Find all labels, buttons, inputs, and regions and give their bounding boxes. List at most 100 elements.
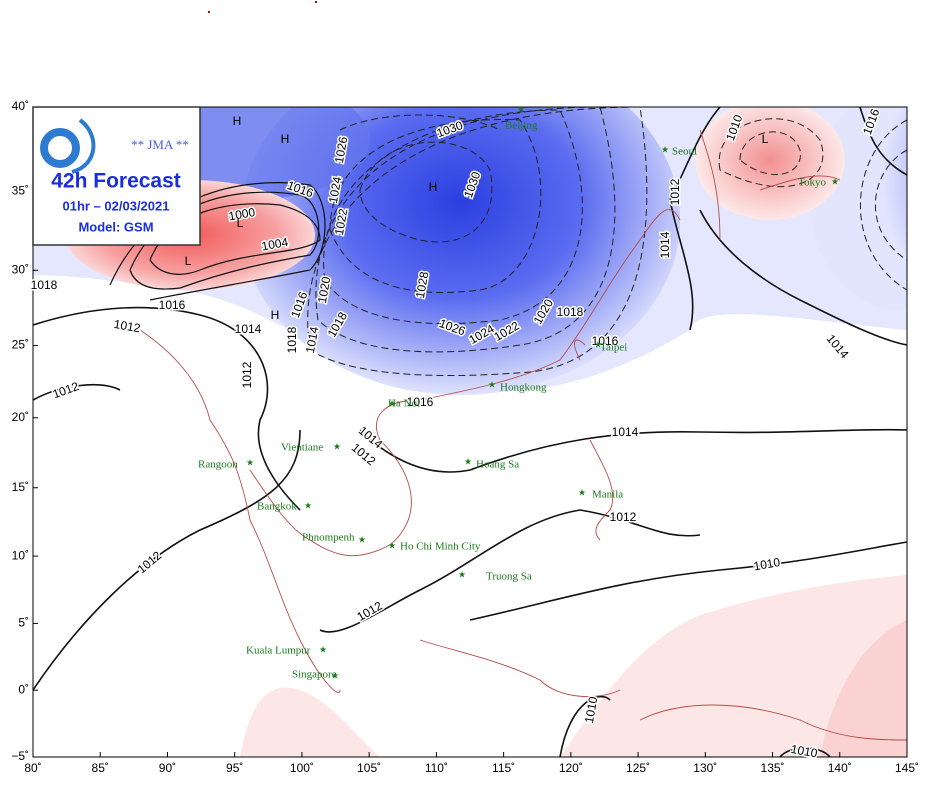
valid-time: 01hr – 02/03/2021 bbox=[63, 198, 170, 213]
city-star: ★ bbox=[831, 176, 839, 186]
lat-tick-label: 30˚ bbox=[12, 262, 29, 276]
isobar-label: 1026 bbox=[332, 135, 350, 164]
lon-tick-label: 115˚ bbox=[492, 761, 515, 775]
legend-box: ** JMA ** 42h Forecast 01hr – 02/03/2021… bbox=[32, 106, 201, 246]
lon-tick-label: 80˚ bbox=[24, 761, 41, 775]
lon-tick-label: 95˚ bbox=[226, 761, 243, 775]
isobar-label: 1000 bbox=[227, 205, 256, 223]
lon-tick-label: 105˚ bbox=[357, 761, 381, 775]
city-name: Manila bbox=[592, 489, 623, 501]
axes: 80˚ 85˚ 90˚ 95˚ 100˚ 105˚ 110˚ 115˚ 120˚ 125˚ 130˚… bbox=[11, 99, 919, 775]
lon-tick-label: 130˚ bbox=[693, 761, 717, 775]
city-star: ★ bbox=[388, 540, 396, 550]
coastlines bbox=[139, 129, 908, 741]
city-star: ★ bbox=[458, 569, 466, 579]
city-star: ★ bbox=[358, 534, 366, 544]
isobar-label: 1018 bbox=[557, 305, 584, 319]
model: Model: GSM bbox=[78, 219, 153, 234]
lat-tick-label: 25˚ bbox=[12, 338, 29, 352]
dot bbox=[315, 1, 317, 3]
city-star: ★ bbox=[488, 379, 496, 389]
agency: ** JMA ** bbox=[131, 137, 189, 152]
lon-tick-label: 135˚ bbox=[761, 761, 785, 775]
isobar-label: 1012 bbox=[240, 361, 254, 388]
city-star: ★ bbox=[304, 500, 312, 510]
lat-tick-label: 15˚ bbox=[12, 480, 29, 494]
lon-tick-label: 90˚ bbox=[159, 761, 176, 775]
pressure-center: L bbox=[237, 216, 244, 230]
pressure-center: H bbox=[233, 114, 242, 128]
city-star: ★ bbox=[661, 144, 669, 154]
lat-tick-label: 40˚ bbox=[12, 99, 29, 113]
city-name: Taipei bbox=[600, 342, 627, 354]
isobar-label: 1024 bbox=[326, 175, 344, 204]
city-star: ★ bbox=[594, 339, 602, 349]
isobar-label: 1004 bbox=[260, 235, 289, 253]
isobar-label: 1014 bbox=[612, 425, 639, 439]
isobar-label: 1010 bbox=[790, 742, 819, 760]
city-star: ★ bbox=[246, 457, 254, 467]
city-star: ★ bbox=[319, 644, 327, 654]
pressure-center: H bbox=[281, 132, 290, 146]
city-name: Ho Chi Minh City bbox=[400, 541, 481, 553]
isobar-label: 1016 bbox=[407, 395, 434, 409]
isobar-label: 1012 bbox=[610, 510, 637, 524]
city-star: ★ bbox=[464, 456, 472, 466]
city-name: Beijing bbox=[505, 120, 538, 132]
city-name: Kuala Lumpur bbox=[246, 645, 311, 657]
lon-tick-label: 145˚ bbox=[895, 761, 919, 775]
city-star: ★ bbox=[331, 670, 339, 680]
lon-tick-label: 85˚ bbox=[92, 761, 109, 775]
logo bbox=[71, 118, 96, 174]
city-star: ★ bbox=[517, 104, 525, 114]
city-star: ★ bbox=[333, 441, 341, 451]
isobar-label: 1014 bbox=[658, 231, 672, 258]
lon-tick-label: 110˚ bbox=[425, 761, 448, 775]
city-name: Tokyo bbox=[798, 177, 826, 189]
city-star: ★ bbox=[578, 487, 586, 497]
lat-tick-label: −5˚ bbox=[11, 749, 29, 763]
isobars bbox=[33, 107, 907, 757]
lat-tick-label: 10˚ bbox=[12, 548, 29, 562]
isobar-label: 1016 bbox=[592, 334, 619, 348]
lat-tick-label: 35˚ bbox=[12, 183, 29, 197]
city-name: Hongkong bbox=[500, 382, 547, 394]
isobar-label: 1016 bbox=[159, 298, 186, 312]
lat-tick-label: 20˚ bbox=[12, 410, 29, 424]
isobar-label: 1010 bbox=[752, 555, 781, 573]
lat-tick-label: 5˚ bbox=[18, 616, 29, 630]
isobar-label: 1014 bbox=[303, 325, 321, 354]
city-name: Vientiane bbox=[281, 442, 323, 454]
dashed-isobars bbox=[307, 107, 907, 376]
logo bbox=[48, 136, 72, 160]
lat-tick-label: 0˚ bbox=[18, 682, 29, 696]
pressure-center: H bbox=[271, 308, 280, 322]
isobar-label: 1018 bbox=[31, 278, 58, 292]
city-name: Bangkok bbox=[257, 501, 297, 513]
isobar-label: 1020 bbox=[315, 275, 333, 304]
isobar-label: 1012 bbox=[668, 178, 682, 205]
lon-tick-label: 120˚ bbox=[559, 761, 583, 775]
pressure-center: H bbox=[429, 180, 438, 194]
city-name: Hoang Sa bbox=[476, 459, 519, 471]
title: 42h Forecast bbox=[51, 170, 181, 193]
city-name: Singapore bbox=[292, 669, 337, 681]
city-name: Seoul bbox=[672, 146, 697, 158]
city-name: Phnompenh bbox=[302, 532, 355, 544]
lon-tick-label: 125˚ bbox=[626, 761, 650, 775]
pressure-center: L bbox=[185, 254, 192, 268]
city-name: Rangoon bbox=[198, 459, 238, 471]
lon-tick-label: 140˚ bbox=[828, 761, 852, 775]
lon-tick-label: 100˚ bbox=[290, 761, 314, 775]
shading bbox=[33, 107, 907, 757]
city-name: Ha Noi bbox=[388, 398, 420, 410]
city-star: ★ bbox=[388, 398, 396, 408]
dot bbox=[208, 11, 210, 13]
isobar-label: 1018 bbox=[285, 326, 299, 353]
pressure-center: L bbox=[762, 132, 769, 146]
isobar-label: 1010 bbox=[582, 695, 600, 724]
map-frame bbox=[32, 106, 908, 758]
isobar-label: 1022 bbox=[332, 207, 350, 236]
isobar-label: 1012 bbox=[113, 317, 142, 335]
